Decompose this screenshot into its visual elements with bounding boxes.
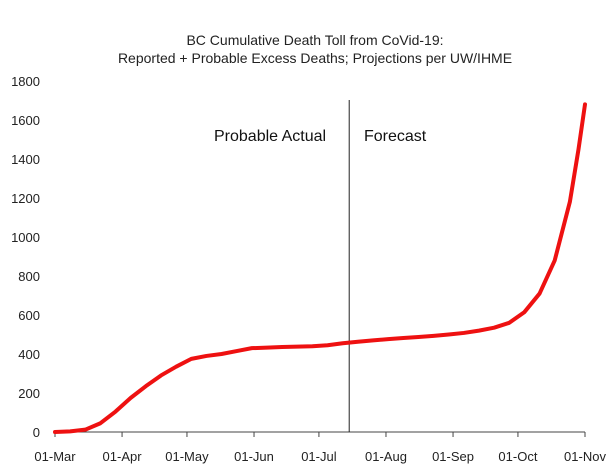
y-tick-label: 600 — [18, 308, 40, 323]
chart-title: BC Cumulative Death Toll from CoVid-19: — [186, 32, 444, 48]
y-tick-label: 0 — [33, 425, 40, 440]
annotation-probable-actual: Probable Actual — [214, 128, 326, 145]
y-axis-tick-labels: 0 200 400 600 800 1000 1200 1400 1600 1800 — [11, 74, 40, 440]
y-tick-label: 1000 — [11, 230, 40, 245]
series-line — [53, 102, 587, 434]
y-tick-label: 1400 — [11, 152, 40, 167]
y-tick-label: 800 — [18, 269, 40, 284]
y-tick-label: 400 — [18, 347, 40, 362]
x-tick-label: 01-Aug — [365, 449, 407, 464]
x-tick-label: 01-Apr — [103, 449, 143, 464]
x-tick-label: 01-Oct — [498, 449, 537, 464]
x-axis-ticks — [54, 432, 586, 437]
y-tick-label: 200 — [18, 386, 40, 401]
x-tick-label: 01-May — [165, 449, 209, 464]
x-tick-label: 01-Jun — [234, 449, 274, 464]
x-tick-label: 01-Jul — [301, 449, 337, 464]
annotation-forecast: Forecast — [364, 128, 427, 145]
y-tick-label: 1200 — [11, 191, 40, 206]
x-axis-tick-labels: 01-Mar 01-Apr 01-May 01-Jun 01-Jul 01-Aug 01-S… — [34, 449, 606, 464]
chart-subtitle: Reported + Probable Excess Deaths; Proje… — [117, 50, 513, 66]
x-tick-label: 01-Sep — [432, 449, 474, 464]
x-tick-label: 01-Mar — [34, 449, 76, 464]
x-tick-label: 01-Nov — [564, 449, 606, 464]
y-tick-label: 1600 — [11, 113, 40, 128]
y-tick-label: 1800 — [11, 74, 40, 89]
